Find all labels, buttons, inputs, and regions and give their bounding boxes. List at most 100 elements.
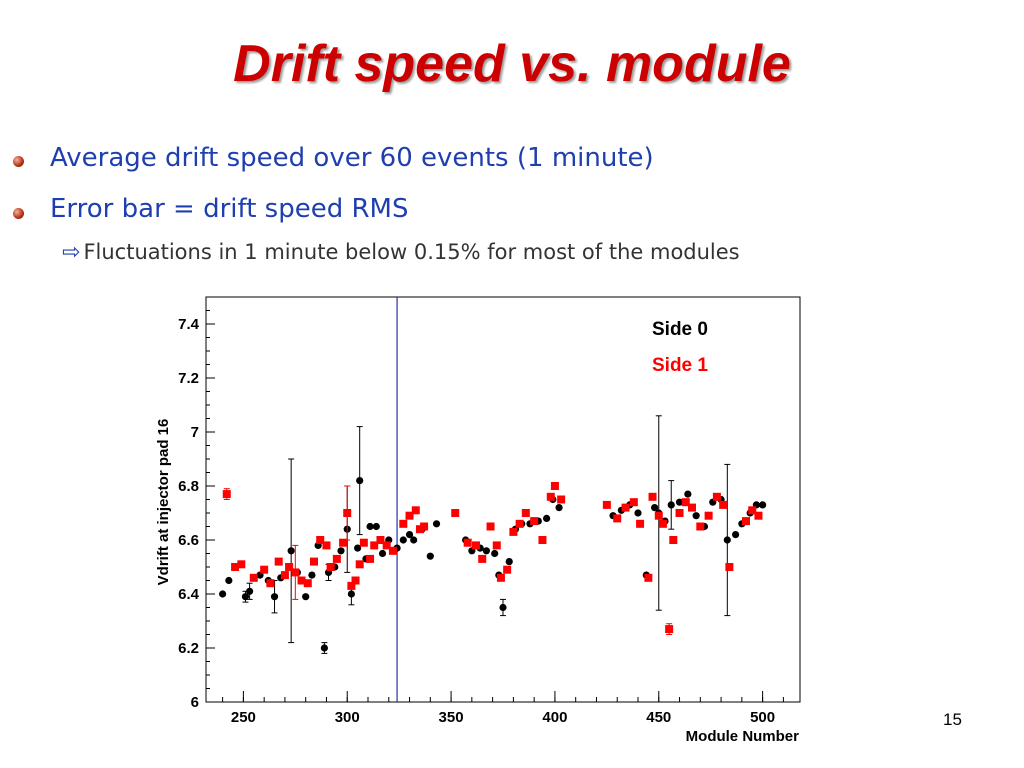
data-point-side-0: [692, 512, 700, 520]
y-tick-label: 6.6: [178, 532, 199, 549]
data-point-side-1: [725, 563, 734, 571]
y-tick-label: 7: [191, 424, 199, 441]
data-point-side-1: [266, 579, 275, 588]
data-point-side-1: [411, 506, 420, 515]
data-point-side-0: [675, 498, 684, 506]
data-point-side-0: [505, 558, 513, 566]
data-point-side-1: [285, 563, 294, 571]
data-point-side-1: [343, 509, 352, 517]
data-point-side-1: [665, 625, 674, 634]
data-point-side-1: [303, 579, 312, 588]
data-point-side-1: [332, 554, 341, 563]
data-point-side-0: [405, 531, 414, 539]
x-tick-label: 250: [231, 709, 256, 726]
data-point-side-1: [355, 560, 364, 569]
sub-bullet-text: Fluctuations in 1 minute below 0.15% for…: [83, 240, 740, 264]
drift-speed-chart: 6 6.2 6.4 6.6 6.8 7 7.2 7.4 250 300 350 400 450 500 V…: [155, 296, 801, 745]
data-point-side-0: [246, 587, 254, 595]
data-point-side-1: [274, 557, 283, 566]
data-point-side-1: [675, 509, 684, 517]
data-point-side-1: [359, 538, 368, 547]
data-point-side-1: [621, 503, 630, 512]
data-point-side-1: [472, 541, 480, 550]
bullet-2: Error bar = drift speed RMS: [50, 194, 409, 224]
data-point-side-1: [602, 500, 611, 509]
data-point-side-1: [420, 522, 429, 531]
data-point-side-0: [491, 549, 499, 558]
data-point-side-1: [503, 565, 512, 574]
x-tick-label: 400: [542, 709, 567, 726]
y-tick-label: 6.2: [178, 640, 199, 657]
data-point-side-1: [509, 527, 518, 536]
data-point-side-1: [347, 581, 356, 590]
data-point-side-1: [644, 573, 653, 582]
data-point-side-1: [478, 554, 487, 563]
data-point-side-0: [432, 520, 441, 528]
data-point-side-0: [410, 536, 418, 544]
data-point-side-1: [326, 563, 335, 571]
data-point-side-0: [555, 504, 563, 512]
data-point-side-1: [463, 538, 472, 547]
y-tick-label: 6.4: [178, 586, 200, 603]
data-point-side-1: [451, 509, 460, 517]
page-number: 15: [943, 710, 962, 729]
data-point-side-0: [337, 547, 345, 555]
data-point-side-1: [486, 522, 495, 531]
data-point-side-1: [237, 560, 246, 569]
data-point-side-0: [320, 644, 328, 652]
data-point-side-1: [496, 573, 505, 582]
data-point-side-1: [530, 517, 539, 526]
data-point-side-1: [297, 576, 306, 585]
data-point-side-1: [405, 511, 414, 520]
data-point-side-1: [339, 538, 348, 547]
data-point-side-1: [231, 563, 240, 571]
data-point-side-0: [356, 477, 364, 485]
data-point-side-0: [225, 576, 233, 585]
data-point-side-0: [308, 571, 316, 579]
data-point-side-0: [287, 547, 295, 555]
data-point-side-1: [222, 490, 231, 499]
data-point-side-0: [302, 593, 310, 601]
x-tick-label: 500: [750, 709, 775, 726]
data-point-side-1: [712, 492, 721, 501]
data-point-side-1: [310, 557, 318, 566]
data-point-side-0: [759, 501, 767, 509]
data-point-side-0: [426, 552, 434, 560]
data-point-side-1: [388, 546, 397, 555]
sub-bullet: ⇨ Fluctuations in 1 minute below 0.15% fo…: [62, 240, 740, 265]
data-point-side-1: [316, 536, 325, 544]
data-point-side-1: [669, 536, 678, 544]
data-point-side-1: [351, 576, 360, 585]
data-point-side-1: [521, 509, 530, 517]
y-tick-label: 6: [191, 694, 199, 711]
data-point-side-0: [372, 522, 380, 531]
data-point-side-1: [742, 517, 750, 526]
data-point-side-1: [654, 511, 663, 520]
legend-side-1: Side 1: [652, 355, 708, 376]
data-point-side-1: [658, 519, 667, 528]
data-point-side-1: [322, 541, 331, 550]
data-point-side-0: [482, 547, 490, 555]
data-point-side-0: [499, 603, 507, 612]
axes: 6 6.2 6.4 6.6 6.8 7 7.2 7.4 250 300 350 400 450 500: [178, 296, 784, 726]
data-point-side-0: [270, 593, 279, 601]
y-tick-label: 6.8: [178, 478, 199, 495]
data-point-side-0: [651, 504, 659, 512]
bullet-dot-icon: [13, 208, 24, 219]
data-point-side-1: [546, 492, 555, 501]
data-point-side-0: [399, 536, 407, 544]
data-point-side-1: [260, 565, 269, 574]
data-point-side-0: [354, 544, 362, 552]
data-point-side-0: [732, 531, 740, 539]
data-point-side-1: [754, 511, 763, 520]
data-point-side-0: [366, 522, 374, 531]
data-point-side-1: [399, 519, 408, 528]
data-point-side-0: [219, 590, 227, 598]
data-point-side-1: [249, 573, 258, 582]
x-tick-label: 300: [335, 709, 360, 726]
data-point-side-1: [748, 506, 757, 515]
bullet-1: Average drift speed over 60 events (1 mi…: [50, 143, 654, 173]
data-point-side-1: [688, 503, 696, 512]
data-point-side-0: [667, 501, 675, 509]
data-point-side-0: [378, 549, 387, 558]
